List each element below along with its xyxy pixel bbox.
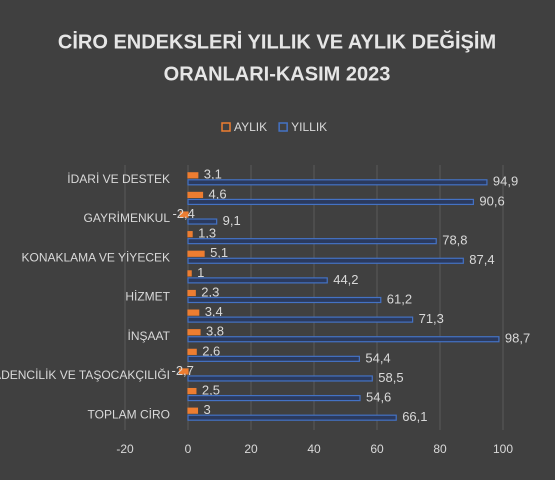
- bar: [187, 277, 328, 284]
- bar: [187, 179, 488, 186]
- bar: [187, 348, 197, 355]
- bar: [187, 198, 474, 206]
- data-label: 94,9: [493, 174, 518, 189]
- data-label: -2,7: [171, 363, 193, 378]
- chart-subtitle: ORANLARI-KASIM 2023: [164, 63, 391, 85]
- data-label: 98,7: [505, 331, 530, 346]
- legend-label: AYLIK: [234, 120, 267, 134]
- data-label: 3,4: [205, 304, 223, 319]
- data-label: 2,6: [202, 343, 220, 358]
- data-label: 54,4: [365, 350, 390, 365]
- data-label: 1,3: [198, 226, 216, 241]
- data-label: 3: [203, 402, 210, 417]
- bar: [187, 309, 200, 316]
- bar: [187, 316, 414, 323]
- x-tick-label: 20: [244, 442, 258, 456]
- data-label: 3,1: [204, 167, 222, 182]
- bar: [187, 329, 201, 336]
- data-label: 78,8: [442, 233, 467, 248]
- x-tick-label: 40: [307, 442, 321, 456]
- data-label: -2,4: [172, 206, 194, 221]
- y-tick-label: İDARİ VE DESTEK: [67, 172, 170, 186]
- bar: [187, 231, 193, 238]
- y-tick-label: İNŞAAT: [128, 329, 171, 343]
- data-label: 90,6: [479, 193, 504, 208]
- data-label: 58,5: [378, 370, 403, 385]
- y-tick-label: MADENCİLİK VE TAŞOCAKÇILIĞI: [0, 367, 170, 382]
- legend-swatch: [221, 122, 231, 132]
- data-label: 61,2: [387, 291, 412, 306]
- legend-swatch: [278, 122, 288, 132]
- bar: [187, 270, 192, 277]
- data-label: 2,5: [202, 383, 220, 398]
- x-tick-label: 0: [185, 442, 192, 456]
- y-tick-label: GAYRİMENKUL: [84, 211, 171, 225]
- bar: [187, 414, 397, 421]
- data-label: 2,3: [201, 284, 219, 299]
- data-label: 71,3: [419, 311, 444, 326]
- bar: [187, 250, 205, 257]
- bar: [187, 355, 360, 362]
- data-label: 5,1: [210, 245, 228, 260]
- bar: [187, 375, 373, 382]
- bar: [187, 336, 500, 343]
- x-tick-label: 60: [370, 442, 384, 456]
- data-label: 54,6: [366, 390, 391, 405]
- y-tick-label: KONAKLAMA VE YİYECEK: [21, 250, 170, 264]
- y-tick-label: TOPLAM CİRO: [88, 407, 170, 421]
- x-tick-label: -20: [116, 442, 134, 456]
- legend-label: YILLIK: [291, 120, 327, 134]
- bar: [187, 394, 361, 402]
- bar: [178, 368, 189, 375]
- data-label: 1: [197, 265, 204, 280]
- chart-title: CİRO ENDEKSLERİ YILLIK VE AYLIK DEĞİŞİM: [58, 29, 496, 53]
- y-tick-label: HİZMET: [125, 290, 170, 304]
- x-tick-label: 100: [493, 442, 513, 456]
- bar: [187, 257, 464, 264]
- bar: [187, 387, 197, 395]
- bar: [179, 211, 189, 218]
- bar: [187, 218, 218, 225]
- bar: [187, 172, 199, 179]
- bar: [187, 407, 199, 414]
- bar: [187, 296, 382, 304]
- data-label: 9,1: [223, 213, 241, 228]
- x-tick-label: 80: [433, 442, 447, 456]
- data-label: 3,8: [206, 324, 224, 339]
- bar: [187, 289, 196, 297]
- bar: [187, 191, 204, 199]
- bar: [187, 238, 437, 245]
- data-label: 66,1: [402, 409, 427, 424]
- data-label: 44,2: [333, 272, 358, 287]
- data-label: 4,6: [208, 186, 226, 201]
- data-label: 87,4: [469, 252, 494, 267]
